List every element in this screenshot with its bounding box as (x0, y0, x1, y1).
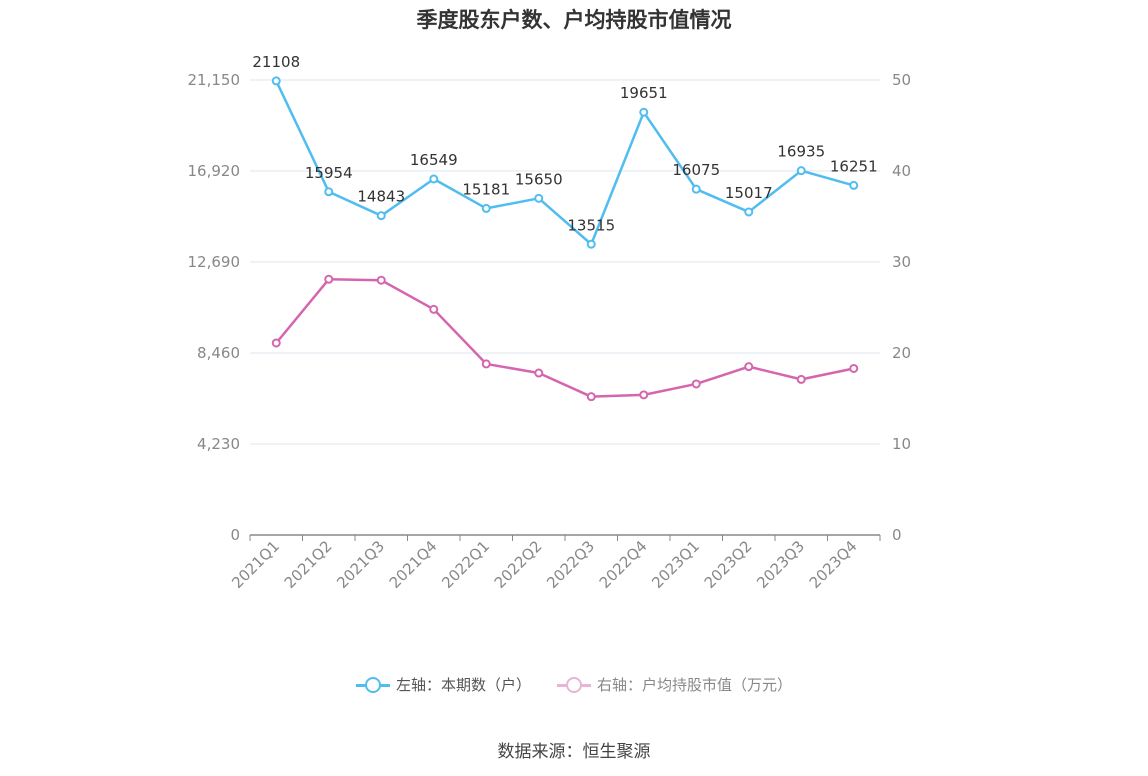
chart-legend: 左轴：本期数（户） 右轴：户均持股市值（万元） (0, 674, 1148, 695)
data-point-2 (376, 275, 386, 285)
right-axis-tick-label: 50 (892, 71, 911, 89)
data-label: 15181 (462, 180, 510, 198)
legend-item-market-value[interactable]: 右轴：户均持股市值（万元） (557, 674, 792, 695)
data-point-2 (271, 338, 281, 348)
data-point-2 (324, 274, 334, 284)
data-point-2 (586, 392, 596, 402)
x-axis-tick-label: 2021Q4 (386, 537, 441, 592)
data-point-1 (796, 166, 806, 176)
data-point-1 (639, 107, 649, 117)
x-axis-tick-label: 2023Q4 (806, 537, 861, 592)
data-label: 15650 (515, 170, 563, 188)
data-point-1 (481, 203, 491, 213)
data-label: 13515 (567, 216, 615, 234)
data-point-1 (586, 239, 596, 249)
data-point-2 (534, 368, 544, 378)
chart-title: 季度股东户数、户均持股市值情况 (416, 8, 732, 32)
data-label: 19651 (620, 84, 668, 102)
data-point-2 (849, 363, 859, 373)
data-label: 15017 (725, 184, 773, 202)
data-point-2 (796, 374, 806, 384)
data-point-1 (376, 211, 386, 221)
left-axis-tick-label: 16,920 (188, 162, 241, 180)
x-axis-tick-label: 2023Q2 (701, 537, 756, 592)
left-axis-tick-label: 21,150 (188, 71, 241, 89)
data-point-1 (691, 184, 701, 194)
data-label: 14843 (357, 188, 405, 206)
data-point-1 (849, 180, 859, 190)
data-label: 16075 (672, 161, 720, 179)
legend-label-market-value: 右轴：户均持股市值（万元） (597, 676, 793, 694)
legend-item-households[interactable]: 左轴：本期数（户） (355, 674, 531, 695)
data-point-2 (481, 359, 491, 369)
data-point-2 (639, 390, 649, 400)
data-point-1 (534, 193, 544, 203)
right-axis-tick-label: 30 (892, 253, 911, 271)
data-label: 16549 (410, 151, 458, 169)
legend-label-households: 左轴：本期数（户） (395, 676, 531, 694)
data-label: 16251 (830, 157, 878, 175)
x-axis-tick-label: 2021Q2 (281, 537, 336, 592)
data-label: 15954 (305, 164, 353, 182)
data-label: 16935 (777, 143, 825, 161)
data-point-1 (271, 76, 281, 86)
x-axis-tick-label: 2022Q4 (596, 537, 651, 592)
legend-marker-market-value (557, 676, 591, 694)
x-axis-tick-label: 2022Q1 (438, 537, 493, 592)
x-axis-tick-label: 2023Q1 (648, 537, 703, 592)
data-point-2 (691, 379, 701, 389)
data-source: 数据来源：恒生聚源 (497, 742, 651, 762)
legend-marker-households (355, 676, 390, 694)
left-axis-tick-label: 8,460 (197, 344, 240, 362)
data-point-2 (744, 362, 754, 372)
x-axis-tick-label: 2022Q2 (491, 537, 546, 592)
left-axis-tick-label: 4,230 (197, 435, 240, 453)
x-axis-tick-label: 2023Q3 (753, 537, 808, 592)
right-axis-tick-label: 40 (892, 162, 911, 180)
data-point-1 (324, 187, 334, 197)
x-axis-tick-label: 2021Q1 (228, 537, 283, 592)
data-point-1 (429, 174, 439, 184)
data-point-1 (744, 207, 754, 217)
data-point-2 (429, 304, 439, 314)
right-axis-tick-label: 20 (892, 344, 911, 362)
right-axis-tick-label: 10 (892, 435, 911, 453)
right-axis-tick-label: 0 (892, 526, 902, 544)
left-axis-tick-label: 12,690 (188, 253, 241, 271)
series-line-2 (275, 278, 855, 398)
x-axis-tick-label: 2021Q3 (333, 537, 388, 592)
series-line-1 (275, 80, 855, 246)
data-label: 21108 (252, 53, 300, 71)
left-axis-tick-label: 0 (230, 526, 240, 544)
x-axis-tick-label: 2022Q3 (543, 537, 598, 592)
